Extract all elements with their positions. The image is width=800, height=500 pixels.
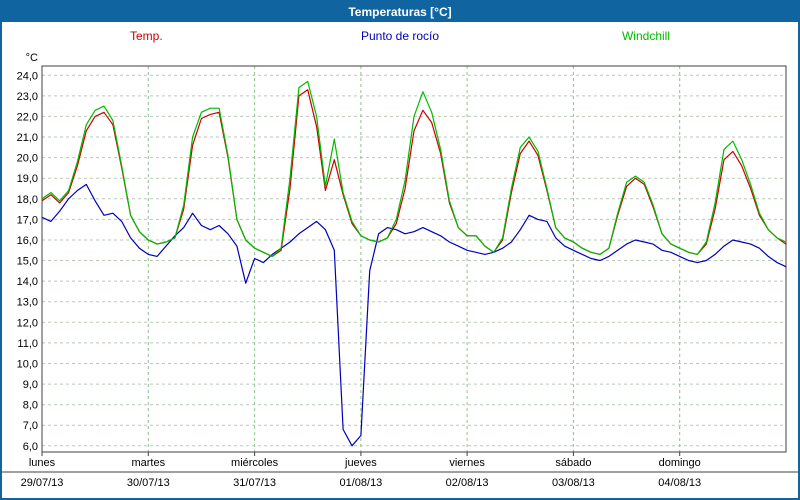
svg-text:04/08/13: 04/08/13 — [658, 477, 701, 489]
svg-text:10,0: 10,0 — [17, 359, 38, 371]
svg-text:24,0: 24,0 — [17, 70, 38, 82]
chart-title: Temperaturas [°C] — [348, 5, 452, 19]
svg-text:7,0: 7,0 — [23, 420, 38, 432]
svg-text:martes: martes — [131, 457, 165, 469]
svg-text:18,0: 18,0 — [17, 194, 38, 206]
svg-text:15,0: 15,0 — [17, 256, 38, 268]
svg-text:12,0: 12,0 — [17, 317, 38, 329]
legend-label-dew-point: Punto de rocío — [360, 29, 440, 43]
svg-text:20,0: 20,0 — [17, 153, 38, 165]
svg-text:02/08/13: 02/08/13 — [446, 477, 489, 489]
svg-text:16,0: 16,0 — [17, 235, 38, 247]
svg-text:29/07/13: 29/07/13 — [21, 477, 64, 489]
svg-text:jueves: jueves — [344, 457, 377, 469]
window-titlebar: Temperaturas [°C] — [2, 2, 798, 22]
svg-text:11,0: 11,0 — [17, 338, 38, 350]
svg-text:miércoles: miércoles — [231, 457, 279, 469]
svg-text:19,0: 19,0 — [17, 173, 38, 185]
chart-legend: Temp. Punto de rocío Windchill — [2, 22, 798, 48]
svg-text:13,0: 13,0 — [17, 297, 38, 309]
svg-text:9,0: 9,0 — [23, 379, 38, 391]
legend-label-temp: Temp. — [130, 29, 163, 43]
svg-text:6,0: 6,0 — [23, 441, 38, 453]
svg-text:30/07/13: 30/07/13 — [127, 477, 170, 489]
svg-text:lunes: lunes — [29, 457, 56, 469]
svg-text:23,0: 23,0 — [17, 91, 38, 103]
svg-text:03/08/13: 03/08/13 — [552, 477, 595, 489]
svg-text:8,0: 8,0 — [23, 400, 38, 412]
svg-text:sábado: sábado — [555, 457, 591, 469]
svg-text:01/08/13: 01/08/13 — [339, 477, 382, 489]
legend-label-windchill: Windchill — [621, 29, 670, 43]
svg-text:14,0: 14,0 — [17, 276, 38, 288]
svg-text:17,0: 17,0 — [17, 214, 38, 226]
svg-text:22,0: 22,0 — [17, 111, 38, 123]
svg-text:domingo: domingo — [659, 457, 701, 469]
svg-text:21,0: 21,0 — [17, 132, 38, 144]
svg-text:31/07/13: 31/07/13 — [233, 477, 276, 489]
svg-text:°C: °C — [26, 52, 38, 64]
svg-text:viernes: viernes — [449, 457, 485, 469]
temperature-chart: 24,0 23,0 22,0 21,0 20,0 19,0 18,0 17,0 16,0 15,0… — [2, 52, 798, 489]
